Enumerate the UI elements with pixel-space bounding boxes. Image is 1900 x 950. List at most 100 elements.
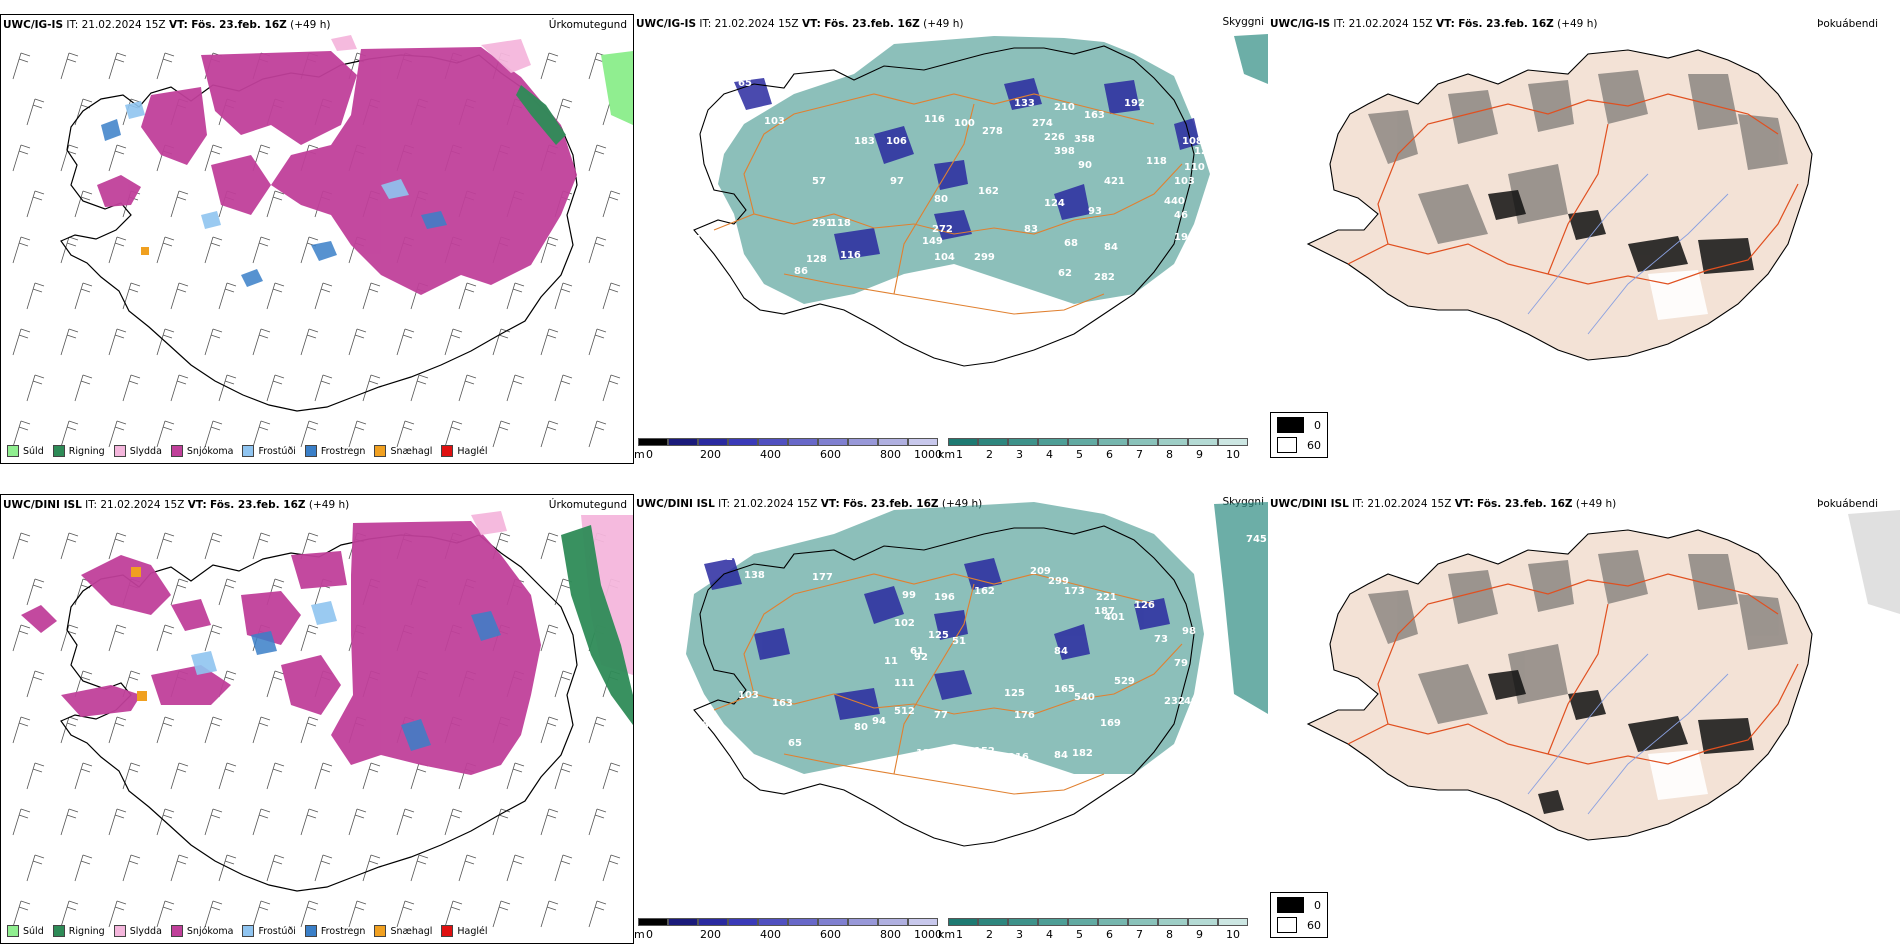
- wind-barb: [554, 854, 573, 882]
- legend-swatch: [304, 445, 317, 457]
- visibility-tick: 2: [986, 448, 993, 461]
- wind-barb: [26, 282, 45, 310]
- visibility-colorbar: km 1 2 3 4 5 6 7 8 9 10: [938, 438, 1264, 464]
- wind-barb: [444, 808, 463, 836]
- wind-barb: [108, 236, 127, 264]
- cloud-base-label: 79: [1174, 658, 1188, 669]
- wind-barb: [12, 52, 31, 80]
- cloud-base-label: 149: [922, 236, 943, 247]
- legend-swatch: [7, 925, 19, 937]
- visibility-tick: 3: [1016, 928, 1023, 941]
- wind-barb: [108, 624, 127, 652]
- colorbar-cell: [1158, 438, 1188, 446]
- wind-barb: [266, 762, 285, 790]
- wind-barb: [156, 236, 175, 264]
- visibility-tick: 9: [1196, 448, 1203, 461]
- legend-item-rigning: Rigning: [52, 445, 105, 457]
- wind-barb: [396, 808, 415, 836]
- colorbar-cell: [1128, 438, 1158, 446]
- wind-barb: [602, 282, 621, 310]
- wind-barb: [74, 374, 93, 402]
- wind-barb: [492, 328, 511, 356]
- wind-barb: [12, 144, 31, 172]
- legend-item-rigning: Rigning: [52, 925, 105, 937]
- wind-barb: [26, 854, 45, 882]
- vt-label: VT:: [820, 498, 840, 510]
- wind-barb: [396, 328, 415, 356]
- visibility-unit: km: [938, 448, 956, 461]
- vt-label: VT:: [1435, 18, 1455, 30]
- fog-indicator-panel-1: UWC/DINI ISL IT: 21.02.2024 15Z VT: Fös.…: [1268, 494, 1900, 944]
- cloud-base-label: 103: [1174, 176, 1195, 187]
- colorbar-cell: [908, 438, 938, 446]
- cloud-base-label: 529: [1114, 676, 1135, 687]
- cloud-base-label: 116: [924, 114, 945, 125]
- colorbar-cell: [1098, 918, 1128, 926]
- wind-barb: [540, 900, 559, 928]
- precip-map: [12, 511, 633, 928]
- colorbar-cell: [908, 918, 938, 926]
- wind-barb: [26, 374, 45, 402]
- ceiling-colorbar-cells: [638, 918, 938, 926]
- cloud-base-label: 93: [1088, 206, 1102, 217]
- colorbar-cell: [1158, 918, 1188, 926]
- cloud-base-label: 90: [1078, 160, 1092, 171]
- wind-barb: [170, 374, 189, 402]
- cloud-base-label: 83: [718, 80, 732, 91]
- road-network: [713, 573, 1183, 795]
- wind-barb: [12, 532, 31, 560]
- cloud-base-label: 398: [1054, 146, 1075, 157]
- wind-barb: [362, 282, 381, 310]
- road-network: [1347, 573, 1799, 765]
- wind-barb: [170, 282, 189, 310]
- legend-label: Súld: [23, 445, 44, 457]
- legend-item-snaehagl: Snæhagl: [374, 925, 432, 937]
- wind-barb: [588, 328, 607, 356]
- legend-item-slydda: Slydda: [113, 445, 162, 457]
- cloud-base-label: 142: [946, 802, 967, 813]
- fog-white-area: [1648, 750, 1708, 800]
- wind-barb: [300, 328, 319, 356]
- cloud-base-label: 187: [1094, 606, 1115, 617]
- wind-barb: [362, 854, 381, 882]
- wind-barb: [218, 762, 237, 790]
- cloud-base-label: 83: [1024, 224, 1038, 235]
- it-label: IT:: [699, 18, 712, 30]
- colorbar-cell: [698, 438, 728, 446]
- visibility-tick: 3: [1016, 448, 1023, 461]
- model-name: UWC/DINI ISL: [1270, 498, 1349, 510]
- wind-barb: [60, 716, 79, 744]
- precip-legend: Súld Rigning Slydda Snjókoma Frostúði Fr…: [7, 445, 497, 457]
- cloud-base-label: 232: [1164, 696, 1185, 707]
- visibility-tick: 10: [1226, 928, 1240, 941]
- cloud-base-label: 84: [1104, 242, 1118, 253]
- wind-barb: [588, 144, 607, 172]
- legend-label: Frostregn: [320, 445, 366, 457]
- cloud-base-label: 177: [812, 572, 833, 583]
- cloud-base-label: 102: [894, 618, 915, 629]
- wind-barb: [252, 532, 271, 560]
- colorbar-cell: [758, 918, 788, 926]
- legend-swatch: [113, 445, 126, 457]
- slydda-areas: [331, 35, 531, 73]
- cloud-base-label: 401: [1104, 612, 1125, 623]
- cloud-base-label: 226: [1044, 132, 1065, 143]
- cloud-base-label: 92: [914, 652, 928, 663]
- wind-barb: [204, 236, 223, 264]
- legend-swatch: [1277, 417, 1304, 433]
- legend-swatch: [52, 925, 65, 937]
- cloud-base-label: 94: [872, 716, 886, 727]
- legend-label: Súld: [23, 925, 44, 937]
- wind-barb: [218, 854, 237, 882]
- cloud-base-label: 21: [688, 234, 702, 245]
- wind-barb: [108, 808, 127, 836]
- lead-time: (+49 h): [290, 19, 331, 31]
- iceland-outline: [60, 534, 578, 892]
- legend-item-frostregn: Frostregn: [304, 925, 365, 937]
- cloud-base-label: 162: [974, 586, 995, 597]
- wind-barb: [12, 236, 31, 264]
- wind-barb: [410, 762, 429, 790]
- cloud-base-label: 11: [884, 656, 898, 667]
- legend-label: Slydda: [129, 925, 162, 937]
